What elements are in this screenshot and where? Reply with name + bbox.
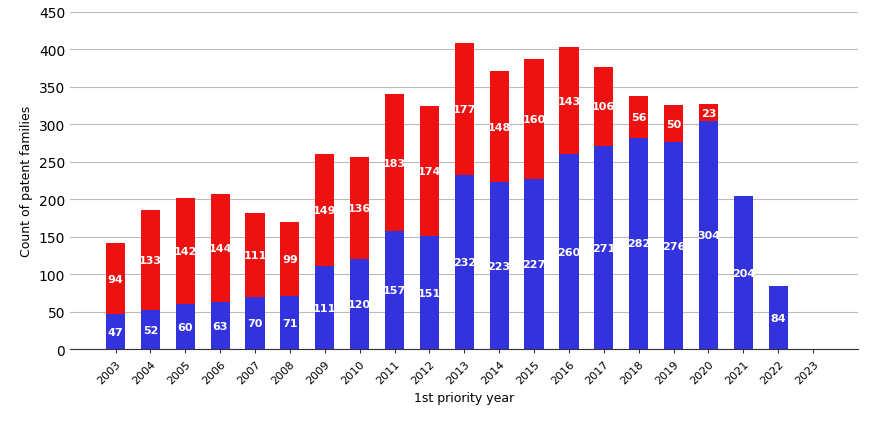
Text: 99: 99 [282,254,298,264]
Bar [699,122,718,349]
Bar [664,106,683,143]
Text: 232: 232 [453,258,476,268]
Bar [525,179,544,349]
Bar [210,302,230,349]
Text: 160: 160 [522,115,546,125]
Text: 177: 177 [453,105,476,115]
Bar [141,211,160,311]
Text: 106: 106 [592,102,616,112]
Text: 223: 223 [488,261,511,271]
Bar [594,67,613,147]
Bar [629,97,648,138]
Bar [210,195,230,302]
Text: 71: 71 [282,318,298,328]
Text: 144: 144 [208,243,232,253]
Text: 70: 70 [247,318,263,328]
Bar [176,198,194,305]
Bar [350,259,370,349]
Bar [455,176,474,349]
Text: 149: 149 [313,206,336,216]
Bar [315,266,335,349]
Text: 143: 143 [557,96,581,106]
Text: 63: 63 [212,321,228,331]
Bar [245,297,265,349]
Text: 136: 136 [348,204,371,214]
Bar [490,183,509,349]
Text: 94: 94 [108,274,124,284]
Bar [315,155,335,266]
Text: 111: 111 [244,250,266,260]
Bar [280,222,300,296]
Text: 271: 271 [592,243,616,253]
Bar [420,236,439,349]
Text: 47: 47 [108,327,124,337]
Text: 260: 260 [557,247,581,257]
Text: 142: 142 [173,246,197,256]
Bar [525,60,544,179]
Text: 52: 52 [143,325,158,335]
Bar [280,296,300,349]
Text: 120: 120 [348,299,371,309]
Bar [455,43,474,176]
Bar [420,106,439,236]
Bar [664,143,683,349]
Text: 157: 157 [383,285,406,296]
Y-axis label: Count of patent families: Count of patent families [20,106,33,256]
Text: 60: 60 [178,322,193,332]
Bar [106,244,125,314]
Bar [559,155,578,349]
Bar [768,287,788,349]
X-axis label: 1st priority year: 1st priority year [414,391,514,404]
Text: 56: 56 [631,112,646,122]
Bar [106,314,125,349]
Text: 183: 183 [383,158,406,168]
Text: 276: 276 [662,241,685,251]
Text: 23: 23 [701,108,716,118]
Text: 84: 84 [770,313,786,323]
Text: 304: 304 [697,230,720,241]
Text: 151: 151 [418,288,441,298]
Bar [699,105,718,122]
Text: 227: 227 [522,259,546,269]
Bar [141,311,160,349]
Text: 282: 282 [627,239,650,249]
Text: 50: 50 [666,119,682,129]
Bar [385,95,404,232]
Bar [490,72,509,183]
Bar [385,232,404,349]
Text: 133: 133 [139,256,162,266]
Bar [629,138,648,349]
Text: 204: 204 [731,268,755,278]
Bar [176,305,194,349]
Text: 111: 111 [313,303,336,313]
Bar [559,48,578,155]
Bar [350,158,370,259]
Bar [734,197,752,349]
Bar [594,147,613,349]
Text: 174: 174 [418,166,442,176]
Text: 148: 148 [487,122,511,132]
Bar [245,214,265,297]
